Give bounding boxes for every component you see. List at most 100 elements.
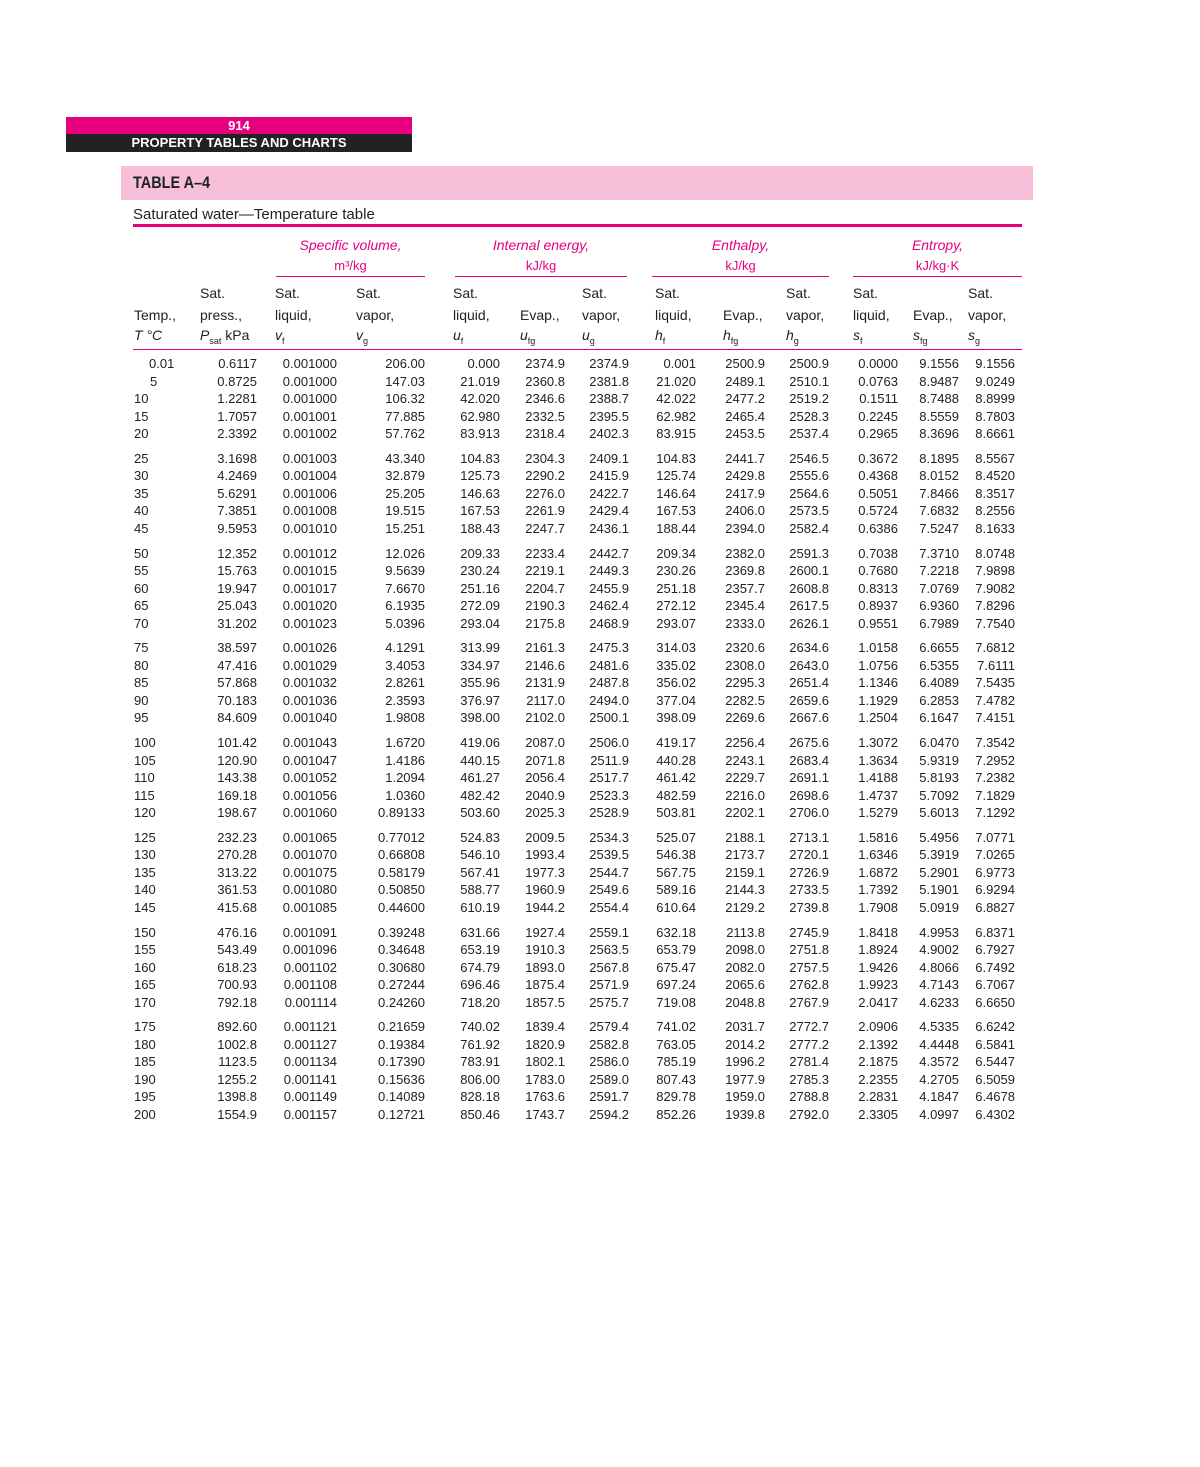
table-cell: 62.982	[656, 408, 696, 424]
table-cell: 0.30680	[378, 959, 425, 975]
table-cell: 1927.4	[525, 924, 565, 940]
table-cell: 0.7680	[858, 563, 898, 579]
table-cell: 2442.7	[589, 545, 629, 561]
column-symbol-text: u	[453, 327, 461, 343]
table-cell: 7.2218	[919, 563, 959, 579]
table-cell: 6.6655	[919, 640, 959, 656]
table-cell: 0.001012	[282, 545, 337, 561]
table-cell: 763.05	[656, 1036, 696, 1052]
table-cell: 2582.4	[789, 520, 829, 536]
column-header-line2: vapor,	[582, 307, 621, 323]
table-cell: 2190.3	[525, 598, 565, 614]
group-underline	[652, 276, 829, 277]
table-cell: 2202.1	[725, 805, 765, 821]
table-cell: 2441.7	[725, 450, 765, 466]
table-cell: 0.27244	[378, 977, 425, 993]
column-header-line2: liquid,	[655, 307, 692, 323]
group-unit: kJ/kg	[725, 258, 756, 273]
temperature-cell: 20	[134, 426, 149, 442]
table-cell: 2.3392	[217, 426, 257, 442]
table-cell: 1.8418	[858, 924, 898, 940]
table-cell: 2788.8	[789, 1089, 829, 1105]
table-cell: 1893.0	[525, 959, 565, 975]
table-cell: 0.001032	[282, 675, 337, 691]
table-cell: 2455.9	[589, 580, 629, 596]
table-cell: 1763.6	[525, 1089, 565, 1105]
column-symbol: sfg	[913, 327, 928, 346]
table-cell: 0.001085	[282, 899, 337, 915]
table-cell: 7.1829	[975, 787, 1015, 803]
table-cell: 0.58179	[378, 864, 425, 880]
column-symbol: ufg	[520, 327, 535, 346]
temperature-cell: 90	[134, 692, 149, 708]
table-cell: 9.1556	[919, 356, 959, 371]
table-cell: 2129.2	[725, 899, 765, 915]
table-cell: 6.9360	[919, 598, 959, 614]
table-cell: 525.07	[656, 829, 696, 845]
table-cell: 0.001002	[282, 426, 337, 442]
table-cell: 7.4151	[975, 710, 1015, 726]
table-cell: 2539.5	[589, 847, 629, 863]
table-cell: 21.020	[656, 373, 696, 389]
table-cell: 251.18	[656, 580, 696, 596]
temperature-cell: 45	[134, 520, 149, 536]
column-symbol-text: h	[655, 327, 663, 343]
table-cell: 1875.4	[525, 977, 565, 993]
column-header-line2: Evap.,	[723, 307, 763, 323]
column-symbol-subscript: g	[363, 335, 369, 346]
temperature-cell: 60	[134, 580, 149, 596]
table-cell: 2745.9	[789, 924, 829, 940]
table-cell: 84.609	[217, 710, 257, 726]
table-cell: 5.7092	[919, 787, 959, 803]
table-cell: 47.416	[217, 657, 257, 673]
table-cell: 2720.1	[789, 847, 829, 863]
table-cell: 270.28	[217, 847, 257, 863]
table-cell: 6.7989	[919, 615, 959, 631]
table-cell: 2087.0	[525, 735, 565, 750]
table-cell: 7.6812	[975, 640, 1015, 656]
temperature-cell: 80	[134, 657, 149, 673]
table-cell: 209.33	[460, 545, 500, 561]
table-cell: 2098.0	[725, 942, 765, 958]
table-cell: 1554.9	[217, 1107, 257, 1122]
table-cell: 4.5335	[919, 1019, 959, 1035]
table-cell: 0.001008	[282, 503, 337, 519]
table-cell: 719.08	[656, 994, 696, 1010]
table-cell: 0.001017	[282, 580, 337, 596]
table-cell: 718.20	[460, 994, 500, 1010]
column-symbol-text: h	[723, 327, 731, 343]
table-cell: 588.77	[460, 882, 500, 898]
table-cell: 398.00	[460, 710, 500, 726]
table-cell: 2159.1	[725, 864, 765, 880]
table-cell: 1.6720	[385, 735, 425, 750]
table-cell: 2229.7	[725, 770, 765, 786]
table-cell: 0.001010	[282, 520, 337, 536]
table-cell: 2517.7	[589, 770, 629, 786]
table-cell: 632.18	[656, 924, 696, 940]
table-cell: 697.24	[656, 977, 696, 993]
table-cell: 0.14089	[378, 1089, 425, 1105]
table-cell: 1002.8	[217, 1036, 257, 1052]
table-cell: 1.7908	[858, 899, 898, 915]
table-cell: 2739.8	[789, 899, 829, 915]
table-cell: 4.4448	[919, 1036, 959, 1052]
column-header-line1: Sat.	[655, 285, 680, 301]
table-title-band	[121, 166, 1033, 200]
table-cell: 0.001047	[282, 752, 337, 768]
table-cell: 0.001029	[282, 657, 337, 673]
table-cell: 1.4737	[858, 787, 898, 803]
table-cell: 0.8725	[217, 373, 257, 389]
table-cell: 829.78	[656, 1089, 696, 1105]
table-cell: 2014.2	[725, 1036, 765, 1052]
column-header-line2: Evap.,	[520, 307, 560, 323]
table-cell: 2161.3	[525, 640, 565, 656]
table-cell: 198.67	[217, 805, 257, 821]
table-cell: 0.8313	[858, 580, 898, 596]
table-cell: 8.4520	[975, 468, 1015, 484]
group-unit: m³/kg	[334, 258, 367, 273]
column-symbol-subscript: f	[662, 335, 666, 346]
table-cell: 188.43	[460, 520, 500, 536]
temperature-cell: 30	[134, 468, 149, 484]
table-cell: 0.001052	[282, 770, 337, 786]
table-cell: 461.27	[460, 770, 500, 786]
